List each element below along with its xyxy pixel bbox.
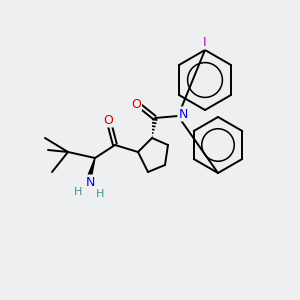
Text: O: O	[103, 113, 113, 127]
Text: I: I	[203, 35, 207, 49]
Text: O: O	[131, 98, 141, 110]
Text: H: H	[74, 187, 82, 197]
Polygon shape	[85, 158, 95, 183]
Text: N: N	[178, 107, 188, 121]
Text: N: N	[85, 176, 95, 188]
Text: H: H	[96, 189, 104, 199]
